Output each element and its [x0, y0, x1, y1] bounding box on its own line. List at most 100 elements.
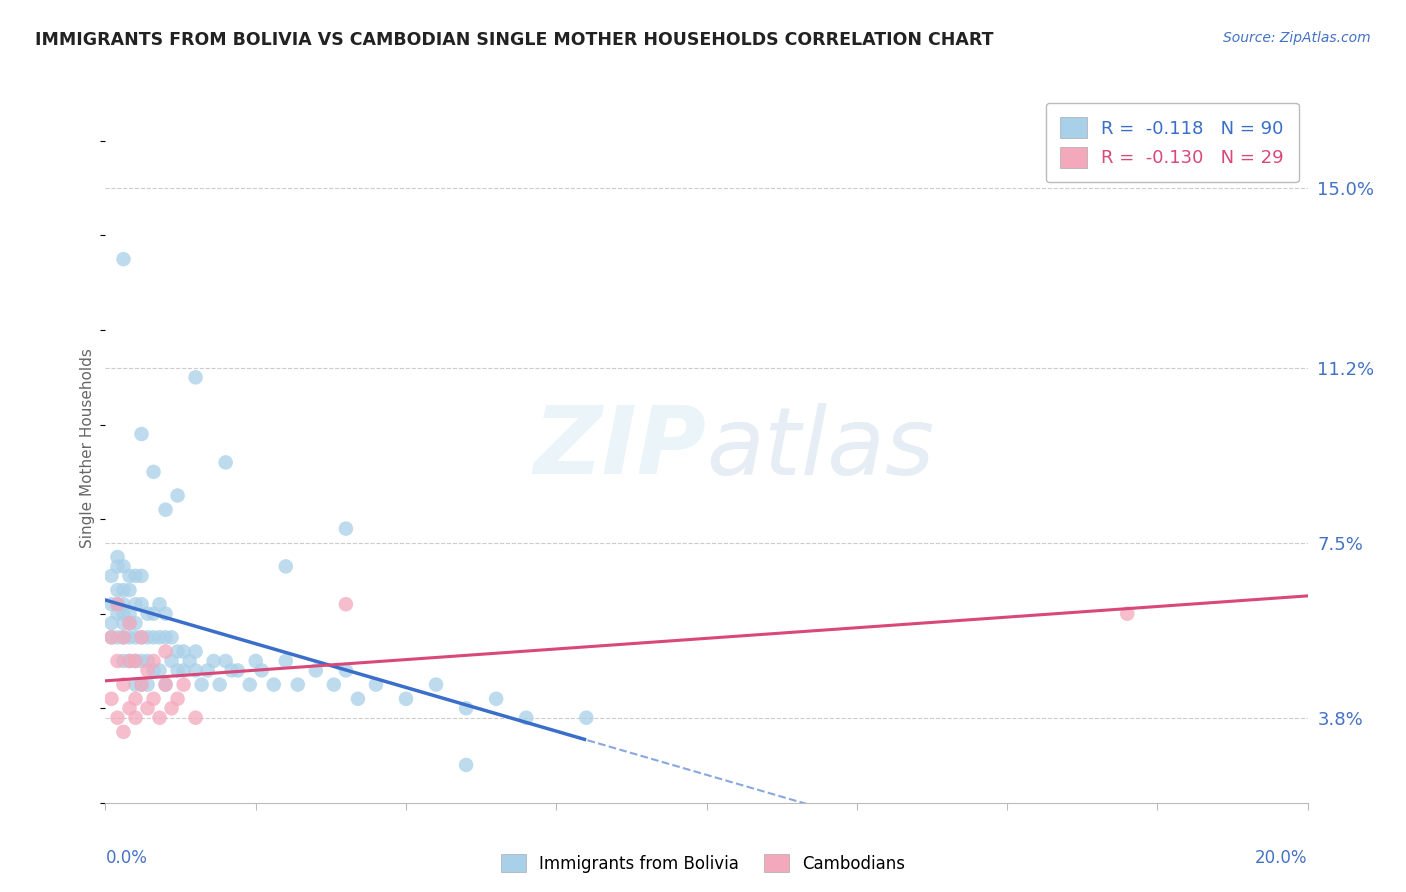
Point	[112, 631, 135, 645]
Point	[335, 522, 357, 536]
Point	[124, 678, 146, 692]
Point	[184, 711, 207, 725]
Point	[166, 644, 188, 658]
Point	[131, 678, 153, 692]
Point	[124, 569, 146, 583]
Text: atlas: atlas	[707, 402, 935, 494]
Point	[179, 654, 201, 668]
Point	[184, 664, 207, 678]
Point	[515, 711, 537, 725]
Text: 20.0%: 20.0%	[1256, 849, 1308, 867]
Point	[100, 631, 122, 645]
Point	[136, 607, 159, 621]
Point	[148, 631, 170, 645]
Point	[250, 664, 273, 678]
Point	[190, 678, 212, 692]
Point	[100, 691, 122, 706]
Point	[100, 631, 122, 645]
Text: Source: ZipAtlas.com: Source: ZipAtlas.com	[1223, 31, 1371, 45]
Point	[142, 664, 165, 678]
Point	[107, 607, 129, 621]
Text: 0.0%: 0.0%	[105, 849, 148, 867]
Point	[155, 644, 177, 658]
Point	[305, 664, 328, 678]
Point	[184, 370, 207, 384]
Point	[107, 597, 129, 611]
Point	[155, 678, 177, 692]
Point	[136, 678, 159, 692]
Point	[118, 631, 141, 645]
Point	[454, 758, 477, 772]
Point	[425, 678, 447, 692]
Point	[131, 569, 153, 583]
Point	[107, 559, 129, 574]
Point	[118, 654, 141, 668]
Point	[322, 678, 344, 692]
Point	[148, 711, 170, 725]
Point	[274, 559, 297, 574]
Point	[124, 616, 146, 631]
Point	[131, 654, 153, 668]
Point	[124, 631, 146, 645]
Point	[118, 569, 141, 583]
Point	[136, 654, 159, 668]
Point	[112, 607, 135, 621]
Point	[202, 654, 225, 668]
Point	[100, 597, 122, 611]
Point	[118, 701, 141, 715]
Point	[148, 597, 170, 611]
Point	[347, 691, 370, 706]
Point	[208, 678, 231, 692]
Point	[245, 654, 267, 668]
Point	[155, 502, 177, 516]
Point	[112, 597, 135, 611]
Point	[395, 691, 418, 706]
Point	[364, 678, 387, 692]
Point	[160, 631, 183, 645]
Point	[155, 678, 177, 692]
Point	[118, 616, 141, 631]
Point	[173, 664, 195, 678]
Point	[221, 664, 243, 678]
Point	[112, 724, 135, 739]
Point	[173, 678, 195, 692]
Point	[124, 597, 146, 611]
Point	[142, 607, 165, 621]
Point	[131, 597, 153, 611]
Point	[160, 654, 183, 668]
Point	[112, 252, 135, 267]
Point	[142, 465, 165, 479]
Point	[197, 664, 219, 678]
Point	[142, 691, 165, 706]
Point	[112, 583, 135, 598]
Point	[118, 616, 141, 631]
Point	[118, 583, 141, 598]
Point	[274, 654, 297, 668]
Point	[112, 678, 135, 692]
Point	[124, 654, 146, 668]
Point	[214, 654, 236, 668]
Legend: R =  -0.118   N = 90, R =  -0.130   N = 29: R = -0.118 N = 90, R = -0.130 N = 29	[1046, 103, 1299, 182]
Point	[100, 616, 122, 631]
Point	[100, 569, 122, 583]
Point	[118, 607, 141, 621]
Point	[107, 549, 129, 564]
Point	[226, 664, 249, 678]
Point	[184, 644, 207, 658]
Point	[166, 489, 188, 503]
Point	[124, 691, 146, 706]
Point	[173, 644, 195, 658]
Point	[166, 691, 188, 706]
Point	[131, 631, 153, 645]
Point	[112, 654, 135, 668]
Point	[136, 664, 159, 678]
Point	[136, 701, 159, 715]
Point	[131, 678, 153, 692]
Point	[124, 711, 146, 725]
Point	[335, 664, 357, 678]
Point	[107, 597, 129, 611]
Point	[124, 654, 146, 668]
Point	[131, 631, 153, 645]
Point	[335, 597, 357, 611]
Point	[118, 654, 141, 668]
